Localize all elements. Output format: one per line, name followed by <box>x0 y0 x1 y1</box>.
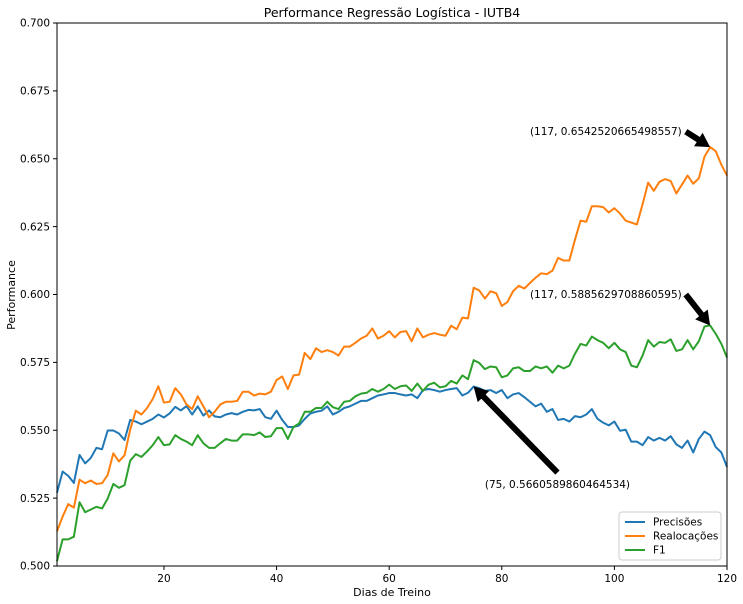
x-tick-label-4: 100 <box>604 573 624 585</box>
legend-label-0: Precisões <box>653 517 702 529</box>
series-line-0 <box>56 385 728 493</box>
y-tick-label-8: 0.700 <box>20 18 50 30</box>
y-tick-label-4: 0.600 <box>20 289 50 301</box>
y-tick-label-7: 0.675 <box>20 86 50 98</box>
annotation-label-1: (117, 0.5885629708860595) <box>530 289 682 301</box>
y-tick-label-6: 0.650 <box>20 153 50 165</box>
x-tick-label-2: 60 <box>382 573 395 585</box>
x-axis-label: Dias de Treino <box>353 586 431 599</box>
y-tick-label-5: 0.625 <box>20 221 50 233</box>
legend-label-1: Realocações <box>653 531 718 543</box>
annotation-arrow-1 <box>683 292 711 326</box>
legend: Precisões Realocações F1 <box>618 511 722 561</box>
x-tick-label-5: 120 <box>717 573 737 585</box>
annotation-arrow-0 <box>684 129 711 148</box>
y-tick-label-1: 0.525 <box>20 493 50 505</box>
series-layer <box>56 146 728 562</box>
legend-box <box>618 511 722 561</box>
annotation-layer: (117, 0.6542520665498557) (117, 0.5885629… <box>473 126 711 491</box>
y-axis: 0.500 0.525 0.550 0.575 0.600 0.625 0.650 0.675… <box>20 18 57 573</box>
x-axis: 20 40 60 80 100 120 <box>157 566 737 585</box>
legend-label-2: F1 <box>653 545 666 557</box>
chart-title: Performance Regressão Logística - IUTB4 <box>264 5 521 20</box>
x-tick-label-0: 20 <box>157 573 170 585</box>
annotation-arrow-2 <box>473 386 560 475</box>
annotation-label-2: (75, 0.5660589860464534) <box>485 479 630 491</box>
x-tick-label-1: 40 <box>270 573 283 585</box>
series-line-1 <box>56 146 728 532</box>
series-line-2 <box>56 324 728 562</box>
y-tick-label-0: 0.500 <box>20 561 50 573</box>
x-tick-label-3: 80 <box>495 573 508 585</box>
y-tick-label-3: 0.575 <box>20 357 50 369</box>
annotation-label-0: (117, 0.6542520665498557) <box>530 126 682 138</box>
y-tick-label-2: 0.550 <box>20 425 50 437</box>
y-axis-label: Performance <box>5 260 18 330</box>
